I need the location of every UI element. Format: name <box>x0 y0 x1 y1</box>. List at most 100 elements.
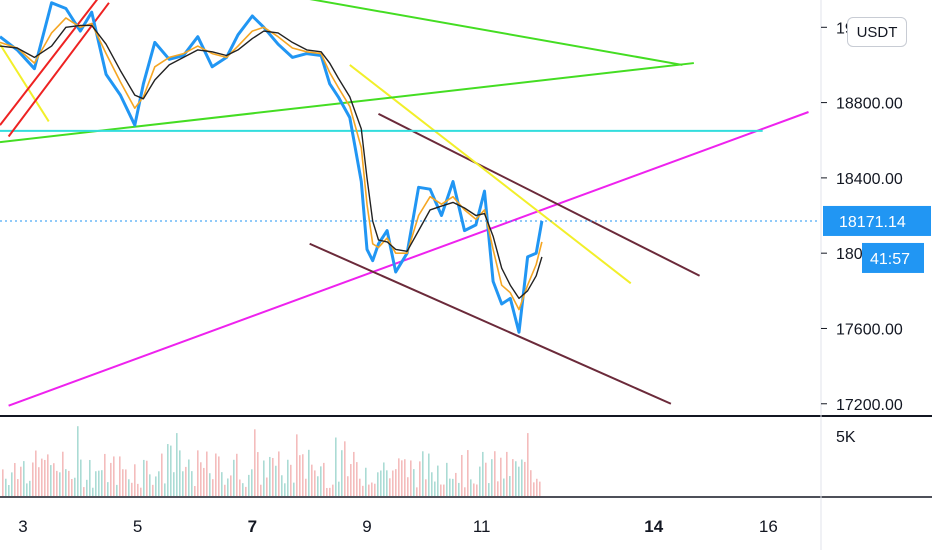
y-tick-label: 18400.00 <box>836 171 903 188</box>
volume-bar <box>293 482 295 496</box>
volume-bar <box>164 483 166 496</box>
volume-bar <box>401 460 403 496</box>
volume-bar <box>509 476 511 496</box>
volume-bar <box>110 462 112 496</box>
volume-bar <box>359 478 361 496</box>
volume-bar <box>242 483 244 496</box>
volume-bar <box>281 475 283 496</box>
volume-bar <box>446 462 448 496</box>
volume-bar <box>125 469 127 496</box>
volume-bar <box>215 453 217 496</box>
volume-bar <box>137 483 139 496</box>
volume-bar <box>326 487 328 496</box>
volume-bar <box>194 486 196 496</box>
x-axis-ticks: 3 5 7 9 11 14 16 <box>18 517 778 536</box>
volume-bar <box>146 460 148 496</box>
volume-bar <box>422 451 424 496</box>
volume-bar <box>50 465 52 496</box>
volume-bar <box>332 484 334 496</box>
volume-bar <box>62 451 64 496</box>
volume-scale-label: 5K <box>836 429 856 446</box>
volume-bar <box>335 437 337 496</box>
volume-bar <box>482 451 484 496</box>
volume-bar <box>83 487 85 496</box>
last-price-value: 18171.14 <box>839 214 906 231</box>
volume-bar <box>188 459 190 496</box>
volume-bar <box>386 470 388 496</box>
volume-bar <box>389 478 391 496</box>
volume-bar <box>47 454 49 496</box>
volume-bar <box>500 457 502 496</box>
volume-bar <box>158 471 160 496</box>
volume-bar <box>518 466 520 496</box>
volume-bar <box>434 481 436 496</box>
volume-bar <box>419 461 421 496</box>
volume-bar <box>35 450 37 496</box>
volume-bar <box>11 472 13 496</box>
volume-bar <box>479 466 481 496</box>
volume-bar <box>176 433 178 496</box>
series-ma_slow <box>0 24 543 300</box>
volume-bar <box>182 471 184 496</box>
volume-bar <box>221 472 223 496</box>
volume-bar <box>527 433 529 496</box>
volume-bar <box>308 449 310 496</box>
volume-bar <box>275 465 277 496</box>
volume-bar <box>257 452 259 496</box>
volume-bar <box>449 478 451 496</box>
volume-bar <box>71 479 73 496</box>
volume-bar <box>170 445 172 496</box>
trendlines <box>0 0 809 407</box>
volume-bar <box>512 459 514 496</box>
volume-bar <box>347 476 349 496</box>
currency-button[interactable]: USDT <box>847 17 907 47</box>
volume-bar <box>8 485 10 496</box>
volume-bar <box>314 470 316 496</box>
volume-bar <box>515 461 517 496</box>
volume-bar <box>530 470 532 496</box>
volume-bar <box>278 451 280 496</box>
trendline-channel-1 <box>309 242 672 405</box>
volume-bar <box>416 487 418 496</box>
volume-bar <box>23 461 25 496</box>
volume-bar <box>260 484 262 496</box>
volume-bar <box>89 459 91 496</box>
volume-bar <box>209 473 211 496</box>
volume-bar <box>227 478 229 496</box>
volume-bar <box>428 453 430 496</box>
volume-bar <box>203 467 205 496</box>
volume-bar <box>224 484 226 496</box>
y-tick-label: 17600.00 <box>836 321 903 338</box>
volume-bar <box>425 479 427 496</box>
volume-bar <box>161 453 163 496</box>
volume-bar <box>266 477 268 496</box>
volume-bar <box>32 462 34 496</box>
volume-bar <box>404 459 406 496</box>
volume-bar <box>98 470 100 496</box>
volume-bar <box>107 482 109 496</box>
volume-bar <box>374 483 376 496</box>
volume-bar <box>197 450 199 496</box>
volume-bar <box>368 484 370 496</box>
volume-bar <box>317 476 319 496</box>
volume-bar <box>248 474 250 496</box>
volume-bar <box>431 472 433 496</box>
volume-bar <box>467 450 469 496</box>
volume-bar <box>56 470 58 496</box>
volume-bar <box>305 478 307 496</box>
volume-bar <box>263 460 265 496</box>
x-tick-label: 16 <box>759 517 778 536</box>
volume-bar <box>296 434 298 496</box>
volume-bars <box>2 426 541 496</box>
volume-bar <box>380 470 382 496</box>
y-tick-label: 17200.00 <box>836 397 903 414</box>
x-tick-label: 7 <box>248 517 257 536</box>
volume-bar <box>245 486 247 496</box>
volume-bar <box>14 463 16 496</box>
volume-bar <box>212 479 214 496</box>
bottom-axis-panel <box>0 497 932 550</box>
volume-bar <box>68 470 70 496</box>
volume-bar <box>17 479 19 496</box>
volume-bar <box>101 470 103 496</box>
